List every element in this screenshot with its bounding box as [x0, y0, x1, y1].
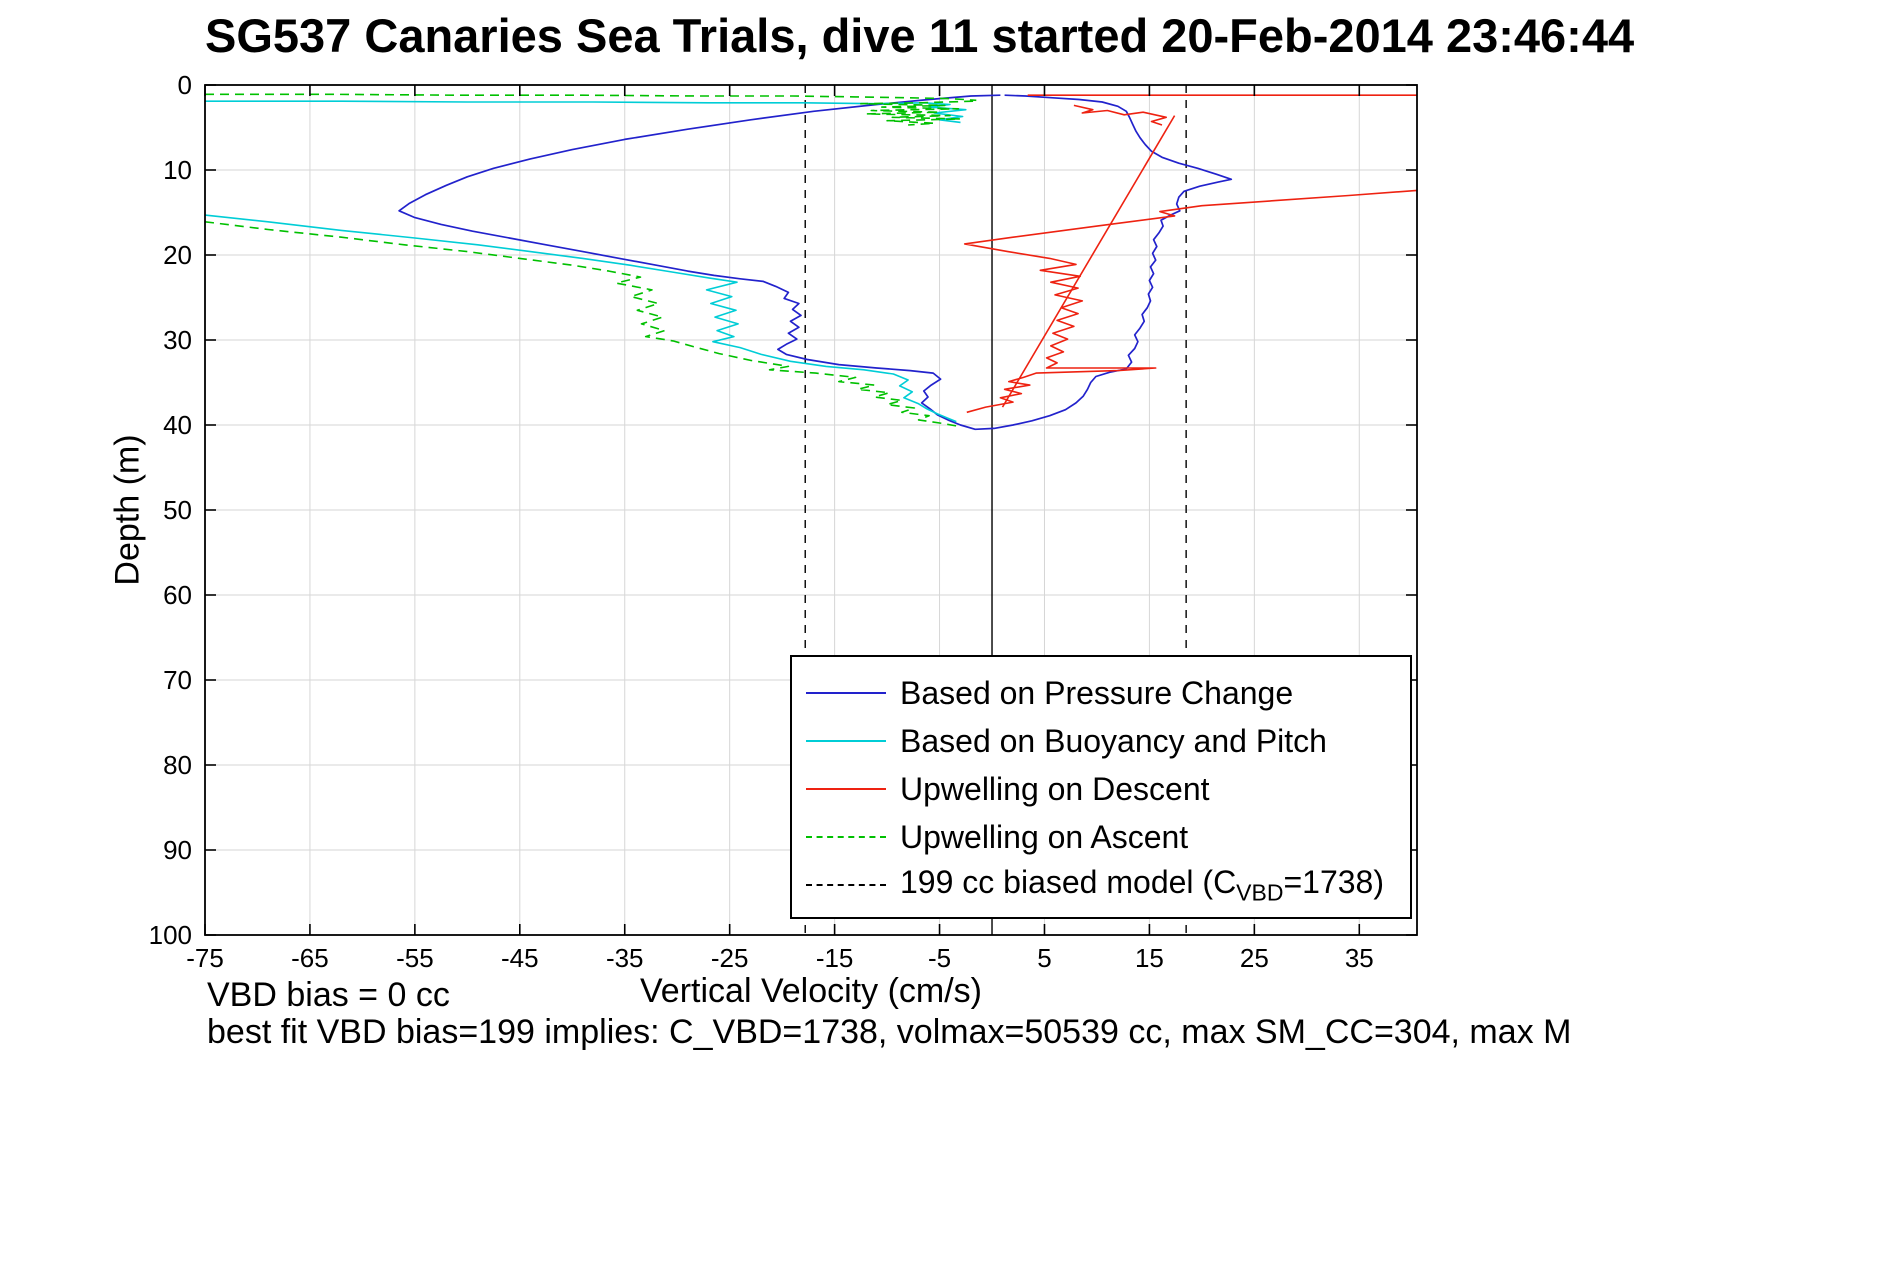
best-fit-annotation: best fit VBD bias=199 implies: C_VBD=173…	[207, 1013, 1572, 1051]
legend-label: Based on Buoyancy and Pitch	[900, 722, 1327, 759]
series-line	[398, 94, 1233, 431]
legend-line-sample	[806, 692, 886, 694]
x-tick-label: -65	[291, 943, 329, 973]
legend-line-sample	[806, 740, 886, 742]
legend-label-subscript: VBD	[1236, 879, 1284, 906]
series-line	[205, 100, 967, 124]
series-line	[859, 100, 974, 126]
series-line	[205, 93, 977, 102]
y-tick-label: 90	[163, 835, 192, 865]
legend-label-prefix: 199 cc biased model (C	[900, 863, 1237, 900]
legend-item: Based on Pressure Change	[806, 669, 1410, 717]
chart-legend: Based on Pressure Change Based on Buoyan…	[790, 655, 1412, 919]
x-tick-label: -55	[396, 943, 434, 973]
legend-label: Upwelling on Descent	[900, 770, 1210, 807]
series-line	[1001, 115, 1176, 408]
y-axis-label: Depth (m)	[108, 434, 147, 586]
vbd-bias-annotation: VBD bias = 0 cc	[207, 976, 450, 1014]
x-tick-label: -5	[928, 943, 951, 973]
y-tick-label: 20	[163, 240, 192, 270]
legend-label: 199 cc biased model (CVBD=1738)	[900, 864, 1384, 906]
y-tick-label: 100	[149, 920, 192, 950]
legend-label: Based on Pressure Change	[900, 674, 1294, 711]
y-tick-label: 0	[178, 70, 192, 100]
chart-title: SG537 Canaries Sea Trials, dive 11 start…	[205, 9, 1635, 62]
x-tick-label: 25	[1240, 943, 1269, 973]
x-tick-label: 15	[1135, 943, 1164, 973]
legend-label: Upwelling on Ascent	[900, 818, 1189, 855]
y-tick-label: 70	[163, 665, 192, 695]
x-tick-label: -25	[711, 943, 749, 973]
y-tick-label: 80	[163, 750, 192, 780]
series-line	[963, 189, 1418, 414]
x-tick-label: -35	[606, 943, 644, 973]
legend-item: Upwelling on Ascent	[806, 813, 1410, 861]
y-tick-label: 30	[163, 325, 192, 355]
x-tick-label: 5	[1037, 943, 1051, 973]
y-tick-label: 50	[163, 495, 192, 525]
y-tick-label: 60	[163, 580, 192, 610]
x-tick-label: -45	[501, 943, 539, 973]
x-tick-label: -15	[816, 943, 854, 973]
legend-item: Upwelling on Descent	[806, 765, 1410, 813]
legend-line-sample	[806, 836, 886, 838]
legend-line-sample	[806, 788, 886, 790]
legend-item: Based on Buoyancy and Pitch	[806, 717, 1410, 765]
x-axis-label: Vertical Velocity (cm/s)	[640, 972, 982, 1010]
y-tick-label: 40	[163, 410, 192, 440]
legend-item: 199 cc biased model (CVBD=1738)	[806, 861, 1410, 909]
series-line	[1073, 104, 1167, 126]
legend-label-suffix: =1738)	[1283, 863, 1384, 900]
series-line	[204, 214, 957, 423]
x-tick-label: -75	[186, 943, 224, 973]
series-line	[204, 221, 957, 427]
x-tick-label: 35	[1345, 943, 1374, 973]
y-tick-label: 10	[163, 155, 192, 185]
legend-line-sample	[806, 884, 886, 886]
